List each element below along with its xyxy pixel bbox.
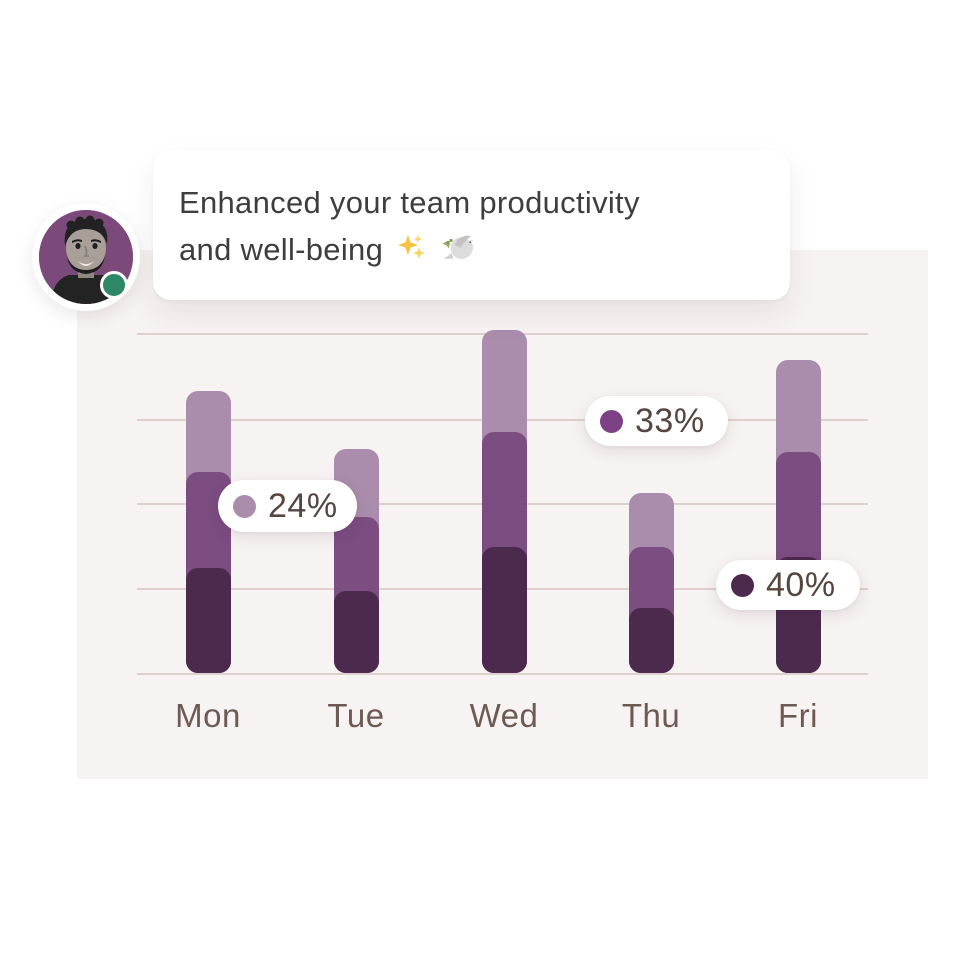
gridline — [137, 673, 868, 675]
badge-light-24: 24% — [218, 480, 357, 532]
badge-value: 40% — [766, 565, 836, 604]
online-status-dot — [100, 271, 128, 299]
badge-medium-33: 33% — [585, 396, 728, 446]
bar-wed-dark-segment — [481, 547, 527, 673]
bar-mon-dark-segment — [185, 567, 231, 673]
badge-value: 33% — [635, 401, 705, 440]
card-title-line2: and well-being — [179, 232, 384, 267]
legend-dot-light — [233, 494, 256, 518]
x-axis-label-thu: Thu — [621, 697, 681, 734]
x-axis-label-mon: Mon — [175, 697, 241, 734]
card-title: Enhanced your team productivity and well… — [179, 179, 764, 273]
badge-value: 24% — [268, 486, 338, 525]
dove-emoji-icon — [442, 235, 474, 259]
legend-dot-dark — [731, 573, 754, 597]
x-axis-label-wed: Wed — [469, 697, 539, 734]
notification-card: Enhanced your team productivity and well… — [153, 150, 790, 300]
bar-thu-dark-segment — [628, 608, 674, 673]
badge-dark-40: 40% — [716, 560, 860, 610]
x-axis-label-fri: Fri — [778, 697, 818, 734]
card-title-line1: Enhanced your team productivity — [179, 185, 640, 220]
x-axis-label-tue: Tue — [327, 697, 385, 734]
sparkles-emoji-icon — [398, 235, 426, 259]
legend-dot-medium — [600, 409, 623, 433]
bar-tue-dark-segment — [333, 591, 379, 673]
